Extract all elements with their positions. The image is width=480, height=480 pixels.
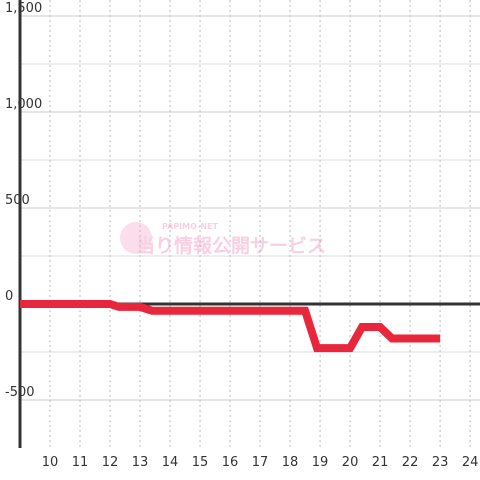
watermark-top: PAPIMO-NET: [162, 222, 219, 231]
grid: [20, 0, 480, 448]
data-line: [20, 300, 441, 353]
x-tick-label: 19: [312, 455, 329, 470]
watermark-main: 当り情報公開サービス: [136, 234, 326, 257]
x-tick-label: 22: [402, 455, 419, 470]
x-tick-label: 12: [102, 455, 119, 470]
x-tick-label: 13: [132, 455, 149, 470]
x-tick-label: 21: [372, 455, 389, 470]
x-tick-label: 11: [72, 455, 89, 470]
x-tick-label: 18: [282, 455, 299, 470]
x-tick-label: 16: [222, 455, 239, 470]
x-tick-label: 24: [462, 455, 479, 470]
y-tick-label: 0: [5, 289, 13, 304]
x-tick-label: 15: [192, 455, 209, 470]
y-tick-label: 500: [5, 193, 30, 208]
x-tick-label: 10: [42, 455, 59, 470]
y-tick-label: 1,000: [5, 97, 42, 112]
x-tick-label: 17: [252, 455, 269, 470]
x-tick-label: 14: [162, 455, 179, 470]
watermark-logo: [120, 222, 152, 254]
y-tick-label: 1,500: [5, 1, 42, 16]
watermark: PAPIMO-NET 当り情報公開サービス: [120, 222, 326, 257]
x-tick-label: 23: [432, 455, 449, 470]
x-tick-label: 20: [342, 455, 359, 470]
